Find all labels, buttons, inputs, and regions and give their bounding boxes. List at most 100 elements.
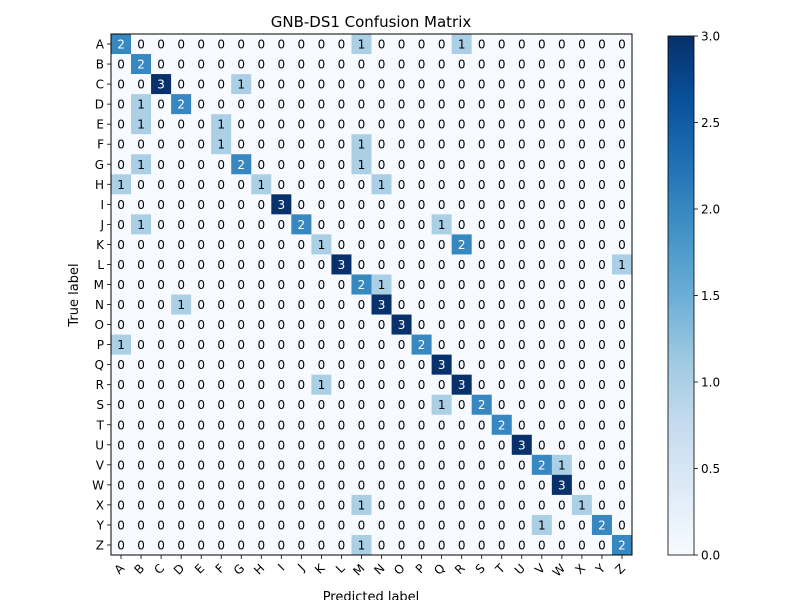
matrix-cell [251,534,272,556]
cell-value-label: 0 [117,238,125,252]
matrix-cell [591,414,613,436]
matrix-cell [231,274,252,295]
matrix-cell [211,434,232,456]
cell-value-label: 0 [478,318,486,332]
matrix-cell [531,274,553,295]
cell-value-label: 0 [558,178,566,192]
matrix-cell [351,354,372,375]
y-tick-label: H [95,178,104,192]
cell-value-label: 0 [418,458,426,472]
matrix-cell [531,474,553,496]
matrix-cell [451,34,472,55]
matrix-cell [111,134,132,155]
cell-value-label: 0 [217,458,225,472]
cell-value-label: 0 [298,278,306,292]
cell-value-label: 0 [217,238,225,252]
x-tick-label: P [413,561,428,576]
cell-value-label: 0 [358,238,366,252]
matrix-cell [591,514,613,536]
cell-value-label: 0 [598,498,606,512]
cell-value-label: 0 [278,138,286,152]
matrix-cell [471,334,493,355]
cell-value-label: 0 [598,358,606,372]
cell-value-label: 0 [257,38,265,52]
cell-value-label: 0 [137,298,145,312]
cell-value-label: 0 [278,378,286,392]
matrix-cell [391,234,412,255]
cell-value-label: 0 [338,318,346,332]
cell-value-label: 0 [298,498,306,512]
y-tick-label: J [99,218,104,232]
matrix-cell [491,434,513,456]
cell-value-label: 0 [558,138,566,152]
cell-value-label: 0 [358,98,366,112]
matrix-cell [571,334,593,355]
matrix-cell [531,134,553,155]
cell-value-label: 0 [378,438,386,452]
cell-value-label: 0 [478,458,486,472]
matrix-cell [391,254,412,275]
matrix-cell [491,514,513,536]
cell-value-label: 3 [458,378,466,392]
cell-value-label: 0 [398,78,406,92]
matrix-cell [311,254,332,275]
matrix-cell [251,154,272,175]
matrix-cell [311,194,332,215]
cell-value-label: 0 [418,438,426,452]
cell-value-label: 0 [598,38,606,52]
cell-value-label: 0 [217,158,225,172]
matrix-cell [471,254,493,275]
matrix-cell [191,194,212,215]
matrix-cell [491,154,513,175]
cell-value-label: 0 [338,398,346,412]
matrix-cell [351,474,372,496]
matrix-cell [431,134,452,155]
cell-value-label: 0 [338,58,346,72]
matrix-cell [391,294,412,315]
matrix-cell [311,134,332,155]
cell-value-label: 0 [257,478,265,492]
cell-value-label: 0 [538,78,546,92]
cell-value-label: 0 [458,458,466,472]
matrix-cell [551,34,573,55]
cell-value-label: 0 [298,318,306,332]
matrix-cell [611,234,633,255]
matrix-cell [231,334,252,355]
cell-value-label: 0 [257,98,265,112]
matrix-cell [171,194,192,215]
cell-value-label: 0 [398,178,406,192]
matrix-cell [451,374,472,395]
matrix-cell [551,494,573,516]
matrix-cell [391,94,412,115]
cell-value-label: 0 [358,118,366,132]
cell-value-label: 0 [237,58,245,72]
cell-value-label: 0 [478,338,486,352]
cell-value-label: 0 [177,158,185,172]
matrix-cell [131,194,152,215]
matrix-cell [591,54,613,75]
cell-value-label: 0 [618,58,626,72]
cell-value-label: 0 [217,518,225,532]
matrix-cell [411,234,432,255]
matrix-cell [451,134,472,155]
matrix-cell [551,354,573,375]
cell-value-label: 0 [137,378,145,392]
cell-value-label: 0 [458,438,466,452]
cell-value-label: 0 [177,518,185,532]
matrix-cell [431,474,452,496]
cell-value-label: 1 [257,178,265,192]
cell-value-label: 0 [438,378,446,392]
matrix-cell [411,114,432,135]
cell-value-label: 0 [578,438,586,452]
matrix-cell [271,214,292,235]
cell-value-label: 1 [358,538,366,552]
y-tick-label: V [96,458,105,472]
matrix-cell [491,314,513,335]
cell-value-label: 0 [478,58,486,72]
matrix-cell [511,294,533,315]
cell-value-label: 0 [418,478,426,492]
cell-value-label: 0 [618,98,626,112]
cell-value-label: 0 [278,78,286,92]
cell-value-label: 0 [137,78,145,92]
matrix-cell [291,114,312,135]
